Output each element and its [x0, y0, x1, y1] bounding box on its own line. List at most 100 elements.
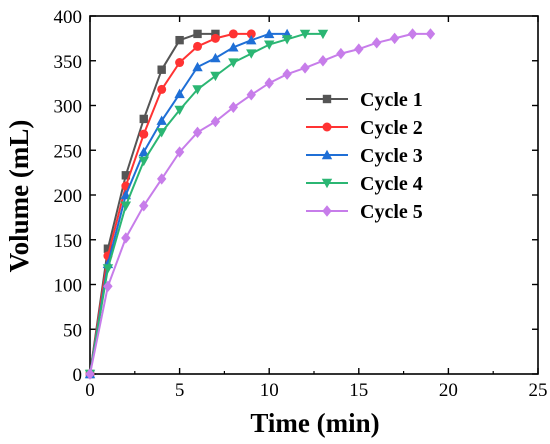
data-point: [156, 115, 167, 125]
legend-label: Cycle 4: [360, 173, 423, 195]
y-tick-label: 50: [63, 320, 82, 341]
data-point: [210, 33, 220, 43]
data-point: [210, 52, 221, 63]
data-point: [139, 129, 149, 139]
data-point: [318, 55, 328, 67]
data-point: [317, 29, 329, 40]
data-point: [157, 84, 167, 94]
legend-marker: [321, 149, 333, 160]
series-line: [89, 32, 288, 375]
data-point: [175, 58, 185, 68]
data-point: [192, 85, 203, 95]
legend-marker: [321, 178, 333, 189]
x-tick-label: 10: [260, 380, 279, 401]
data-point: [228, 101, 239, 113]
legend-label: Cycle 3: [360, 145, 423, 167]
legend-marker: [322, 94, 332, 104]
y-tick-label: 0: [73, 365, 83, 386]
y-axis: 0 50 100 150 200 250 300 350 400: [54, 7, 538, 386]
y-tick-label: 200: [54, 186, 83, 207]
data-point: [264, 77, 274, 89]
data-point: [246, 29, 256, 39]
data-point: [121, 171, 131, 180]
y-tick-label: 400: [54, 7, 83, 28]
x-tick-label: 25: [529, 380, 548, 401]
data-point: [174, 88, 185, 99]
data-point: [192, 126, 203, 139]
legend-marker: [322, 122, 332, 132]
data-point: [228, 29, 238, 39]
data-point: [228, 58, 239, 68]
x-tick-label: 5: [175, 380, 185, 401]
series-layer: [84, 28, 436, 380]
data-point: [407, 28, 418, 40]
data-point: [246, 89, 256, 101]
data-point: [174, 146, 185, 158]
data-point: [156, 128, 167, 138]
data-point: [281, 35, 293, 45]
series-5: [85, 28, 436, 380]
data-point: [120, 201, 132, 211]
x-tick-label: 15: [349, 380, 368, 401]
data-point: [139, 114, 148, 124]
data-point: [138, 156, 149, 167]
data-point: [228, 42, 239, 52]
x-tick-label: 0: [85, 380, 95, 401]
data-point: [354, 43, 364, 55]
data-point: [264, 40, 275, 50]
data-point: [300, 62, 310, 74]
x-axis-title: Time (min): [250, 408, 379, 438]
data-point: [425, 28, 436, 40]
y-axis-title: Volume (mL): [4, 120, 34, 273]
y-tick-label: 150: [54, 231, 83, 252]
series-1: [85, 29, 220, 379]
data-point: [389, 32, 400, 45]
data-point: [103, 280, 113, 292]
data-point: [246, 49, 257, 59]
series-3: [84, 28, 293, 379]
y-tick-label: 250: [54, 141, 83, 162]
legend-label: Cycle 5: [360, 201, 423, 223]
data-point: [174, 105, 185, 116]
y-tick-label: 300: [54, 97, 83, 118]
y-tick-label: 100: [54, 276, 83, 297]
series-line: [89, 32, 252, 375]
series-2: [85, 29, 256, 379]
data-point: [138, 146, 149, 157]
data-point: [139, 200, 149, 212]
data-point: [264, 28, 275, 39]
x-tick-label: 20: [439, 380, 458, 401]
data-point: [102, 264, 114, 274]
data-point: [103, 244, 113, 253]
data-point: [193, 29, 202, 39]
plot-border: [89, 15, 539, 375]
data-point: [192, 61, 203, 72]
data-point: [175, 35, 184, 45]
data-point: [282, 68, 292, 80]
legend-marker: [322, 205, 332, 217]
y-tick-label: 350: [54, 52, 83, 73]
legend-item: Cycle 3: [306, 145, 423, 167]
data-point: [299, 29, 311, 40]
series-line: [89, 32, 216, 375]
data-point: [157, 65, 166, 74]
data-point: [156, 173, 167, 185]
data-point: [210, 115, 221, 128]
legend-label: Cycle 1: [360, 89, 423, 111]
legend: Cycle 1 Cycle 2 Cycle 3 Cycle 4 Cycle 5: [306, 89, 423, 223]
legend-item: Cycle 2: [306, 117, 423, 139]
data-point: [372, 37, 382, 49]
series-line: [89, 32, 323, 375]
data-point: [121, 232, 131, 244]
legend-item: Cycle 4: [306, 173, 423, 195]
x-axis: 0 5 10 15 20 25: [85, 16, 548, 401]
data-point: [246, 34, 257, 45]
data-point: [336, 47, 346, 60]
data-point: [85, 368, 95, 380]
data-point: [210, 71, 221, 82]
data-point: [193, 41, 203, 51]
legend-item: Cycle 5: [306, 201, 423, 223]
legend-label: Cycle 2: [360, 117, 423, 139]
legend-item: Cycle 1: [306, 89, 423, 111]
